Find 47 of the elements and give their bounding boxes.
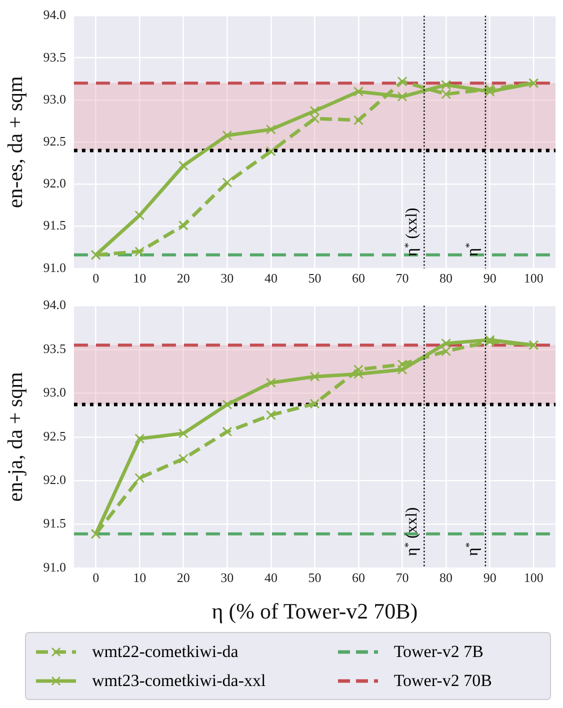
x-tick-label: 10	[133, 270, 146, 286]
ref-line-label: η*	[464, 542, 482, 556]
y-axis-title: en-ja, da + sqm	[3, 372, 28, 502]
legend-label: wmt23-cometkiwi-da-xxl	[92, 670, 266, 690]
x-tick-label: 20	[176, 570, 190, 586]
x-tick-label: 30	[220, 270, 234, 286]
x-tick-label: 90	[483, 570, 496, 586]
x-tick-label: 100	[524, 270, 544, 286]
x-tick-label: 70	[396, 270, 409, 286]
x-tick-label: 40	[264, 270, 278, 286]
x-tick-label: 80	[440, 570, 453, 586]
ref-line-label: η* (xxl)	[403, 507, 420, 556]
x-axis-title: η (% of Tower-v2 70B)	[212, 598, 418, 624]
y-axis-title: en-es, da + sqm	[3, 76, 28, 208]
legend-label: Tower-v2 70B	[394, 670, 492, 690]
y-tick-label: 93.5	[43, 49, 66, 64]
y-tick-label: 91.0	[43, 260, 66, 275]
x-tick-label: 40	[264, 570, 278, 586]
y-tick-label: 94.0	[43, 7, 66, 22]
x-tick-label: 60	[352, 570, 365, 586]
x-tick-label: 70	[396, 570, 409, 586]
x-tick-label: 60	[352, 270, 365, 286]
y-tick-label: 91.5	[43, 516, 66, 531]
y-tick-label: 93.0	[43, 384, 66, 400]
y-tick-label: 91.0	[43, 559, 66, 574]
x-tick-label: 20	[176, 270, 190, 286]
ref-line-label: η*	[464, 242, 482, 256]
y-tick-label: 94.0	[43, 297, 66, 312]
y-tick-label: 93.0	[43, 91, 66, 106]
y-tick-label: 91.5	[43, 218, 66, 233]
ref-line-label: η* (xxl)	[403, 208, 420, 256]
y-tick-label: 93.5	[43, 340, 66, 356]
x-tick-label: 80	[440, 270, 453, 286]
x-tick-label: 90	[483, 270, 496, 286]
x-tick-label: 0	[92, 270, 100, 286]
legend-label: wmt22-cometkiwi-da	[92, 642, 238, 662]
x-tick-label: 10	[133, 570, 146, 586]
y-tick-label: 92.0	[43, 472, 66, 488]
x-tick-label: 30	[220, 570, 234, 586]
y-tick-label: 92.5	[43, 428, 66, 444]
x-tick-label: 100	[524, 570, 544, 586]
legend-label: Tower-v2 7B	[394, 642, 484, 662]
y-tick-label: 92.5	[43, 134, 66, 149]
y-tick-label: 92.0	[43, 176, 66, 191]
x-tick-label: 0	[92, 570, 100, 586]
x-tick-label: 50	[308, 570, 322, 586]
x-tick-label: 50	[308, 270, 322, 286]
